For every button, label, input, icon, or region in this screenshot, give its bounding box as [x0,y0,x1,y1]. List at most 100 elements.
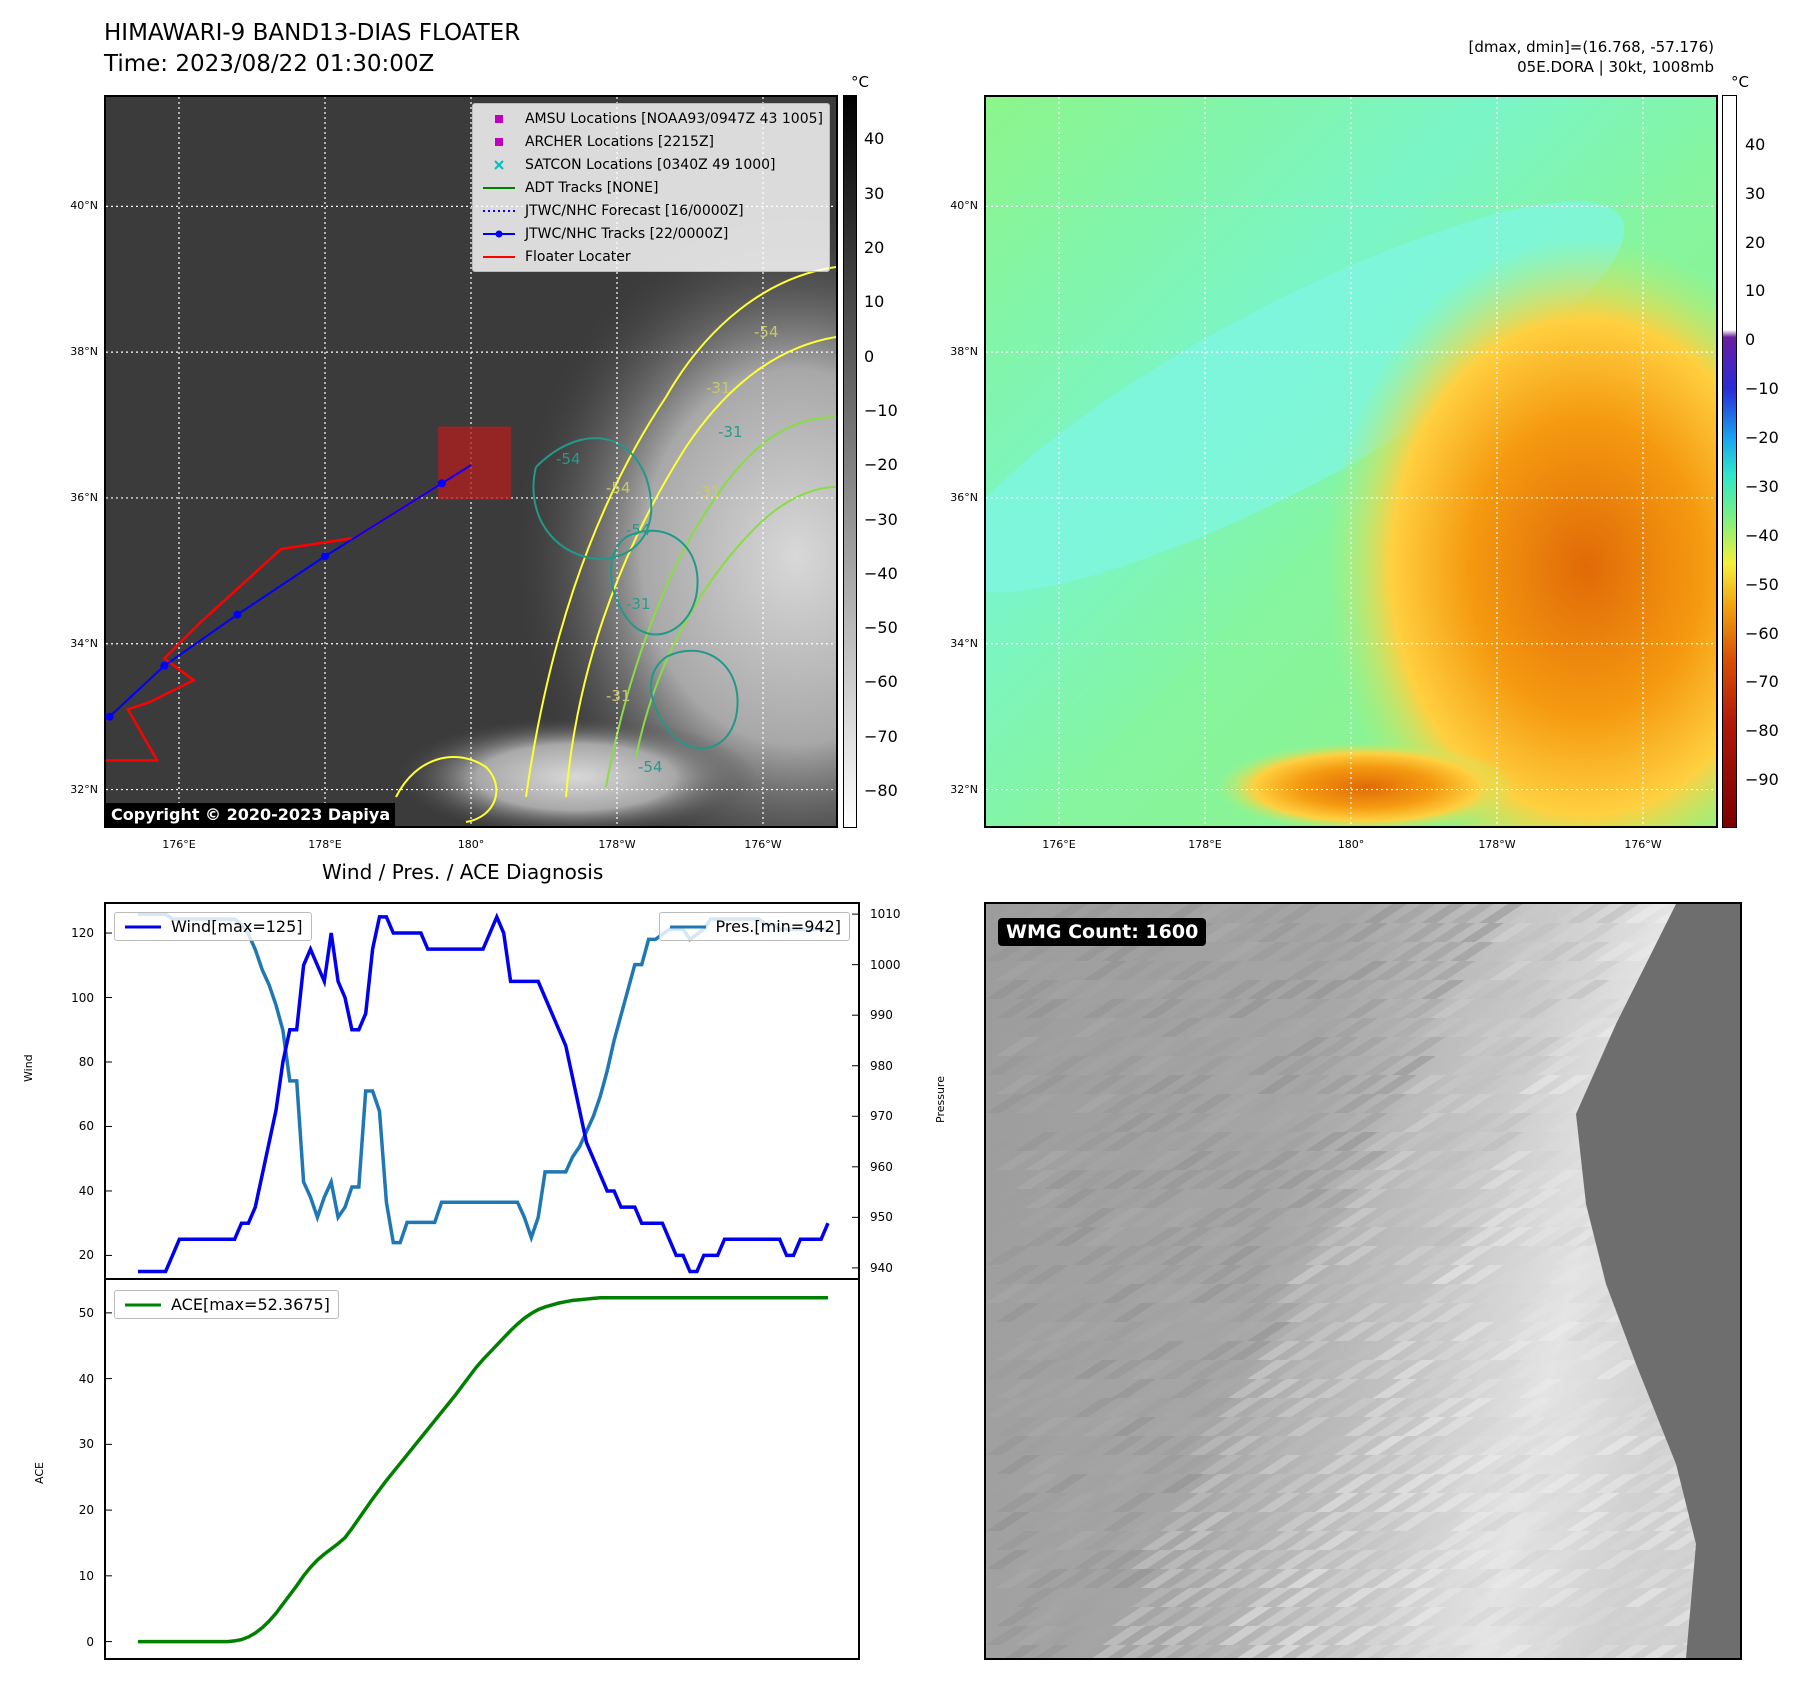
wmg-cell [1363,1512,1407,1531]
ir-legend-symbol [479,228,519,240]
wmg-cell [1276,1550,1320,1569]
wmg-cell [1257,1607,1301,1626]
wmg-cell [1624,1626,1668,1645]
wmg-cell [1247,980,1291,999]
wmg-cell [1547,1189,1591,1208]
info-line-1: [dmax, dmin]=(16.768, -57.176) [1468,38,1714,56]
wmg-cell [1334,1132,1378,1151]
wmg-cell [1141,1417,1185,1436]
wmg-cell [1334,1094,1378,1113]
wmg-cell [1527,1645,1562,1658]
wmg-cell [1373,1227,1417,1246]
wmg-cell [1276,1284,1320,1303]
wmg-cell [1344,1037,1388,1056]
wmg-cell [1170,1493,1214,1512]
wmg-cell [1624,1512,1668,1531]
contour-line [635,486,836,758]
wmg-cell [1054,1417,1098,1436]
wmg-cell [1518,961,1562,980]
wmg-cell [1286,961,1330,980]
wmg-cell [1131,1018,1175,1037]
wmg-cell [1170,1151,1214,1170]
wind-axis-label: Wind [22,1054,35,1082]
wmg-cell [1286,999,1330,1018]
wmg-cell [1170,1607,1214,1626]
wmg-cell [1460,1075,1504,1094]
wmg-cell [986,1474,1030,1493]
wmg-cell [1363,1550,1407,1569]
wmg-cell [1131,1550,1175,1569]
wind-tick-label: 40 [78,1183,94,1198]
wmg-cell [1015,1360,1059,1379]
track-point [321,552,329,561]
wmg-cell [1392,1436,1436,1455]
wmg-cell [1479,1474,1523,1493]
wmg-cell [1363,1626,1407,1645]
colorbar-tick-label: 20 [864,238,885,258]
wmg-cell [1402,1417,1446,1436]
lat-tick-label: 36°N [70,490,98,504]
wmg-cell [1431,1531,1475,1550]
wmg-cell [1112,1265,1156,1284]
lon-tick-label: 178°E [1188,838,1222,851]
diag-title: Wind / Pres. / ACE Diagnosis [322,860,604,884]
wmg-cell [1431,1151,1475,1170]
wmg-cell [1025,1417,1069,1436]
wmg-cell [1247,1512,1291,1531]
wmg-cell [1218,904,1262,923]
wmg-cell [1054,1075,1098,1094]
wmg-cell [996,961,1040,980]
wmg-cell [1518,1189,1562,1208]
track-point [160,661,169,670]
wmg-cell [1431,1493,1475,1512]
contour-label: -54 [638,758,663,776]
contour-label: -54 [556,450,581,468]
wmg-cell [1363,1246,1407,1265]
wmg-cell [1305,1132,1349,1151]
wmg-cell [1460,999,1504,1018]
wmg-cell [1392,942,1436,961]
colorbar-tick-label: −60 [1745,623,1779,643]
wmg-cell [1083,1151,1127,1170]
wmg-cell [1199,961,1243,980]
wmg-cell [1131,1436,1175,1455]
wmg-cell [1199,1569,1243,1588]
wmg-cell [1015,1512,1059,1531]
wmg-cell [1054,1265,1098,1284]
wmg-cell [1015,1056,1059,1075]
wmg-cell [1392,980,1436,999]
wmg-cell [1141,1303,1185,1322]
wmg-cell [1160,1018,1204,1037]
wmg-cell [1460,961,1504,980]
wmg-cell [1073,1246,1117,1265]
wmg-cell [1170,1189,1214,1208]
wmg-cell [1392,1360,1436,1379]
wmg-cell [1286,1303,1330,1322]
ir-legend-symbol [479,251,519,263]
wmg-cell [1228,923,1272,942]
colorbar-tick-label: 10 [1745,281,1766,301]
wmg-cell [1479,1094,1523,1113]
wmg-cell [1112,1113,1156,1132]
wmg-cell [1421,1512,1465,1531]
wmg-cell [1083,999,1127,1018]
wmg-cell [1537,1474,1581,1493]
wmg-cell [1228,1341,1272,1360]
wmg-cell [1537,1512,1581,1531]
wmg-cell [1605,1455,1649,1474]
wmg-cell [1315,1493,1359,1512]
ace-tick-label: 0 [86,1634,94,1649]
wmg-cell [1508,1512,1552,1531]
wmg-cell [1199,1417,1243,1436]
wmg-cell [1421,1436,1465,1455]
colorbar-tick-label: −50 [864,618,898,638]
wmg-cell [1547,1341,1591,1360]
wmg-cell [1305,1208,1349,1227]
wmg-cell [1257,1151,1301,1170]
wmg-cell [986,1284,1030,1303]
wmg-cell [1247,942,1291,961]
wmg-cell [1537,1436,1581,1455]
wmg-cell [1576,1493,1620,1512]
wmg-cell [1489,1303,1533,1322]
wmg-cell [1489,1265,1533,1284]
